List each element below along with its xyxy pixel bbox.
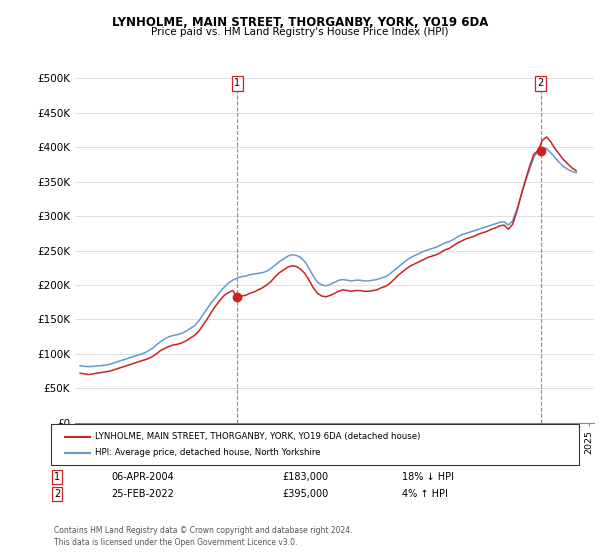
Text: 2: 2 <box>54 489 60 499</box>
Text: LYNHOLME, MAIN STREET, THORGANBY, YORK, YO19 6DA: LYNHOLME, MAIN STREET, THORGANBY, YORK, … <box>112 16 488 29</box>
Text: 2: 2 <box>538 78 544 88</box>
Text: £183,000: £183,000 <box>282 472 328 482</box>
Text: Price paid vs. HM Land Registry's House Price Index (HPI): Price paid vs. HM Land Registry's House … <box>151 27 449 37</box>
Text: 25-FEB-2022: 25-FEB-2022 <box>111 489 174 499</box>
Text: LYNHOLME, MAIN STREET, THORGANBY, YORK, YO19 6DA (detached house): LYNHOLME, MAIN STREET, THORGANBY, YORK, … <box>95 432 420 441</box>
Text: 4% ↑ HPI: 4% ↑ HPI <box>402 489 448 499</box>
Text: 1: 1 <box>54 472 60 482</box>
Text: 18% ↓ HPI: 18% ↓ HPI <box>402 472 454 482</box>
Text: Contains HM Land Registry data © Crown copyright and database right 2024.: Contains HM Land Registry data © Crown c… <box>54 526 353 535</box>
Text: This data is licensed under the Open Government Licence v3.0.: This data is licensed under the Open Gov… <box>54 538 298 547</box>
Text: £395,000: £395,000 <box>282 489 328 499</box>
Text: HPI: Average price, detached house, North Yorkshire: HPI: Average price, detached house, Nort… <box>95 448 320 457</box>
Text: 1: 1 <box>234 78 241 88</box>
Text: 06-APR-2004: 06-APR-2004 <box>111 472 174 482</box>
